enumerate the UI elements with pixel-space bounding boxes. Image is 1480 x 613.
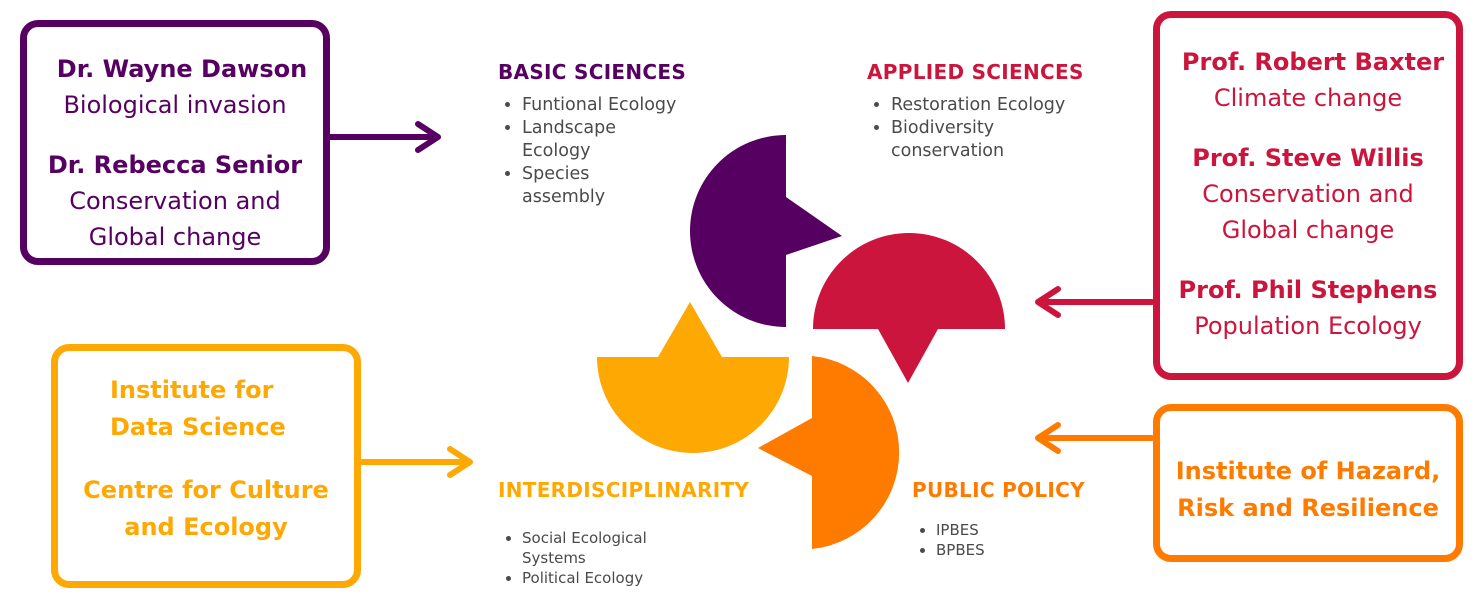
list-item: Restoration Ecology xyxy=(891,94,1117,117)
person-name: Prof. Phil Stephens xyxy=(1178,276,1438,304)
orange-quarter-shape xyxy=(758,356,900,549)
section-title: APPLIED SCIENCES xyxy=(867,60,1084,84)
top-right-people-box: Prof. Robert Baxter Climate change Prof.… xyxy=(1153,11,1463,380)
arrow-red-left xyxy=(1035,286,1155,318)
person-role: Global change xyxy=(1221,216,1395,244)
institute-name: Institute of Hazard, xyxy=(1175,457,1441,485)
person-name: Prof. Steve Willis xyxy=(1192,144,1424,172)
top-left-people-box: Dr. Wayne Dawson Biological invasion Dr.… xyxy=(20,20,330,265)
person-role: Conservation and xyxy=(69,187,281,215)
interdisciplinarity-section: INTERDISCIPLINARITY Social Ecological Sy… xyxy=(498,478,788,588)
arrow-purple-right xyxy=(327,121,441,153)
person-role: Biological invasion xyxy=(63,91,287,119)
institute-name: Institute for xyxy=(110,376,274,404)
arrow-orange-left xyxy=(1035,422,1155,454)
list-item: Landscape Ecology xyxy=(522,117,642,163)
applied-sciences-section: APPLIED SCIENCES Restoration Ecology Bio… xyxy=(867,60,1117,163)
person-name: Prof. Robert Baxter xyxy=(1181,48,1445,76)
section-list: Restoration Ecology Biodiversity conserv… xyxy=(867,94,1117,163)
section-list: Social Ecological Systems Political Ecol… xyxy=(498,528,788,588)
list-item: Political Ecology xyxy=(522,568,788,588)
person-role: Global change xyxy=(88,223,262,251)
person-role: Climate change xyxy=(1213,84,1403,112)
person-role: Conservation and xyxy=(1202,180,1414,208)
purple-quarter-shape xyxy=(690,135,842,327)
section-title: PUBLIC POLICY xyxy=(912,478,1085,502)
list-item: Biodiversity conservation xyxy=(891,117,1031,163)
institute-name: and Ecology xyxy=(124,513,288,541)
list-item: Social Ecological Systems xyxy=(522,528,682,568)
public-policy-section: PUBLIC POLICY IPBES BPBES xyxy=(912,478,1132,560)
list-item: Species assembly xyxy=(522,163,632,209)
institute-name: Centre for Culture xyxy=(83,476,329,504)
section-list: Funtional Ecology Landscape Ecology Spec… xyxy=(498,94,728,209)
yellow-quarter-shape xyxy=(597,302,789,453)
institute-name: Data Science xyxy=(110,413,286,441)
section-title: INTERDISCIPLINARITY xyxy=(498,478,750,502)
person-name: Dr. Rebecca Senior xyxy=(47,151,303,179)
red-quarter-shape xyxy=(813,233,1005,383)
institute-name: Risk and Resilience xyxy=(1177,494,1439,522)
arrow-yellow-right xyxy=(359,446,473,478)
list-item: IPBES xyxy=(936,520,1132,540)
section-title: BASIC SCIENCES xyxy=(498,60,687,84)
bottom-right-institute-box: Institute of Hazard, Risk and Resilience xyxy=(1153,404,1463,562)
bottom-left-institutes-box: Institute for Data Science Centre for Cu… xyxy=(51,344,361,588)
section-list: IPBES BPBES xyxy=(912,520,1132,560)
basic-sciences-section: BASIC SCIENCES Funtional Ecology Landsca… xyxy=(498,60,728,209)
person-name: Dr. Wayne Dawson xyxy=(56,55,308,83)
list-item: BPBES xyxy=(936,540,1132,560)
person-role: Population Ecology xyxy=(1194,312,1422,340)
list-item: Funtional Ecology xyxy=(522,94,728,117)
